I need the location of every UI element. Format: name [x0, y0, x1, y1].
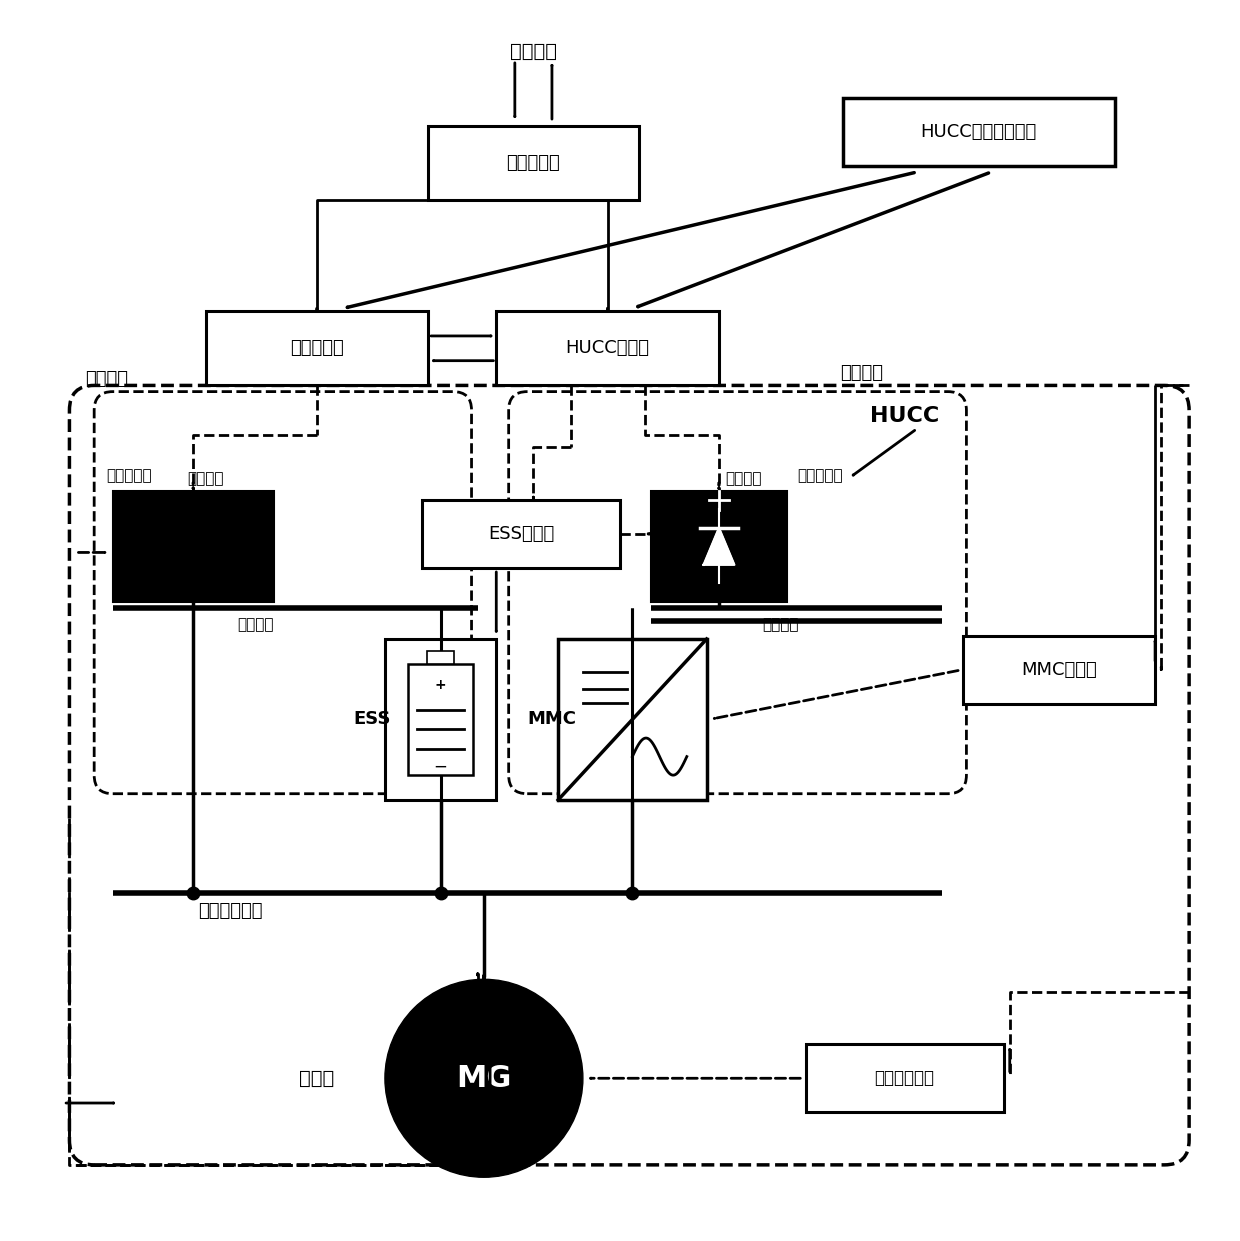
FancyBboxPatch shape [428, 125, 639, 200]
Text: 调度信息: 调度信息 [510, 42, 557, 61]
FancyBboxPatch shape [651, 490, 787, 602]
Text: 控制信息: 控制信息 [839, 364, 883, 382]
Text: MMC控制器: MMC控制器 [1022, 661, 1097, 679]
Text: 开关控制器: 开关控制器 [290, 339, 343, 357]
Text: 公共连接母线: 公共连接母线 [198, 902, 263, 921]
Text: 直流接口: 直流接口 [725, 470, 761, 485]
Text: 交流接口: 交流接口 [187, 470, 223, 485]
Polygon shape [703, 527, 734, 565]
Text: 微电源控制器: 微电源控制器 [874, 1070, 935, 1087]
Text: ESS: ESS [353, 711, 392, 728]
Text: HUCC协调控制系统: HUCC协调控制系统 [920, 123, 1037, 140]
Text: 直流断路器: 直流断路器 [797, 468, 842, 483]
Text: 交流断路器: 交流断路器 [107, 468, 153, 483]
Text: 直流母线: 直流母线 [763, 617, 799, 632]
FancyBboxPatch shape [206, 311, 428, 386]
Text: 协调控制器: 协调控制器 [506, 154, 560, 171]
FancyBboxPatch shape [806, 1044, 1003, 1112]
Text: +: + [435, 678, 446, 691]
Text: 交流母线: 交流母线 [237, 617, 273, 632]
FancyBboxPatch shape [558, 639, 707, 800]
FancyBboxPatch shape [113, 490, 274, 602]
FancyBboxPatch shape [408, 664, 472, 776]
Circle shape [384, 979, 583, 1178]
Text: −: − [434, 757, 448, 776]
Text: HUCC: HUCC [870, 406, 939, 427]
Text: 微电网: 微电网 [299, 1069, 335, 1088]
FancyBboxPatch shape [496, 311, 719, 386]
FancyBboxPatch shape [427, 652, 454, 664]
Text: ESS控制器: ESS控制器 [487, 525, 554, 542]
Text: 开关状态: 开关状态 [86, 370, 128, 388]
FancyBboxPatch shape [384, 639, 496, 800]
Text: MMC: MMC [527, 711, 577, 728]
FancyBboxPatch shape [843, 98, 1115, 166]
Text: HUCC控制器: HUCC控制器 [565, 339, 650, 357]
Text: MG: MG [456, 1064, 512, 1093]
FancyBboxPatch shape [422, 500, 620, 568]
FancyBboxPatch shape [963, 635, 1156, 704]
